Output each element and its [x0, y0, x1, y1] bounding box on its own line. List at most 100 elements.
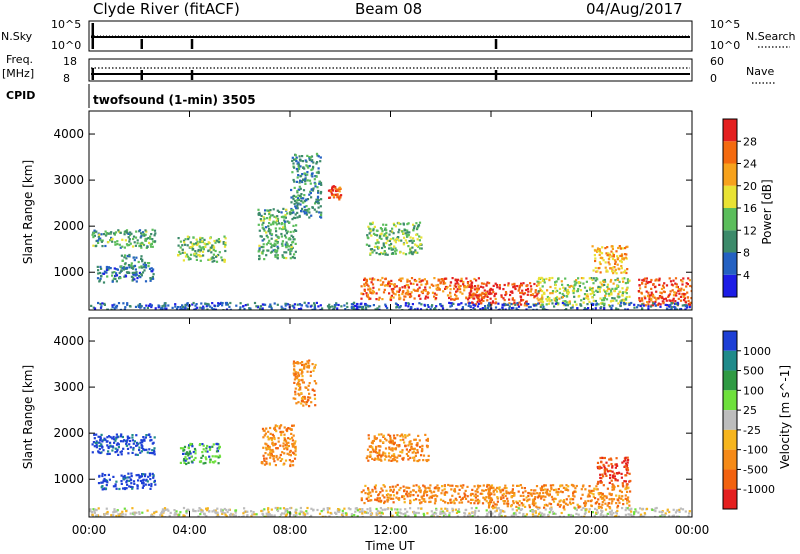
data-cell [270, 246, 273, 249]
data-cell [99, 451, 102, 455]
data-cell [270, 307, 273, 310]
data-cell [111, 237, 114, 240]
data-cell [114, 277, 117, 280]
data-cell [275, 251, 278, 254]
data-cell [545, 298, 548, 301]
data-cell [106, 444, 109, 447]
data-cell [339, 196, 342, 199]
data-cell [608, 305, 612, 308]
data-cell [417, 288, 420, 291]
data-cell [676, 302, 679, 305]
data-cell [483, 497, 486, 500]
data-cell [449, 288, 452, 291]
data-cell [547, 513, 550, 517]
data-cell [308, 208, 311, 211]
data-cell [338, 186, 342, 189]
data-cell [306, 198, 310, 201]
data-cell [93, 445, 96, 448]
data-cell [666, 508, 669, 511]
data-cell [549, 285, 552, 289]
data-cell [296, 204, 299, 208]
data-cell [399, 279, 403, 283]
data-cell [517, 303, 520, 306]
data-cell [311, 363, 314, 366]
data-cell [412, 223, 415, 226]
data-cell [371, 446, 374, 449]
data-cell [109, 239, 112, 242]
data-cell [136, 453, 139, 456]
data-cell [394, 241, 397, 244]
data-cell [333, 304, 336, 307]
data-cell [634, 508, 637, 511]
data-cell [567, 485, 570, 488]
data-cell [418, 459, 421, 462]
data-cell [603, 304, 606, 307]
data-cell [129, 242, 132, 245]
data-cell [111, 271, 114, 274]
data-cell [525, 284, 528, 287]
data-cell [647, 305, 650, 308]
data-cell [542, 488, 545, 492]
data-cell [305, 510, 308, 513]
data-cell [626, 502, 629, 505]
data-cell [449, 305, 452, 308]
data-cell [418, 221, 422, 224]
data-cell [599, 286, 602, 289]
data-cell [681, 283, 684, 286]
data-cell [308, 359, 311, 362]
data-cell [154, 232, 157, 235]
data-cell [499, 496, 502, 499]
data-cell [179, 461, 182, 464]
data-cell [472, 303, 475, 307]
data-cell [140, 450, 143, 453]
data-cell [482, 286, 485, 289]
data-cell [379, 458, 382, 461]
data-cell [291, 460, 294, 463]
data-cell [95, 443, 98, 447]
data-cell [494, 510, 497, 513]
data-cell [617, 515, 620, 517]
data-cell [682, 299, 686, 302]
data-cell [309, 396, 312, 399]
data-cell [124, 230, 127, 233]
data-cell [394, 485, 397, 488]
data-cell [616, 285, 619, 288]
data-cell [389, 456, 392, 459]
data-cell [272, 450, 275, 453]
data-cell [183, 515, 186, 517]
data-cell [473, 513, 476, 516]
data-cell [566, 295, 569, 298]
data-cell [583, 502, 586, 505]
data-cell [283, 426, 286, 429]
data-cell [289, 257, 292, 260]
data-cell [289, 250, 292, 253]
data-cell [409, 282, 412, 285]
data-cell [537, 507, 540, 511]
data-cell [151, 449, 154, 452]
data-cell [128, 243, 131, 247]
data-cell [390, 279, 393, 282]
data-cell [131, 434, 134, 437]
data-cell [534, 289, 537, 292]
data-cell [286, 446, 289, 449]
data-cell [596, 461, 600, 464]
data-cell [662, 286, 665, 289]
data-cell [209, 246, 212, 249]
data-cell [482, 296, 485, 299]
data-cell [336, 510, 339, 513]
data-cell [404, 229, 407, 232]
data-cell [541, 300, 545, 304]
data-cell [586, 293, 589, 296]
data-cell [123, 246, 126, 249]
data-cell [510, 514, 513, 517]
data-cell [426, 304, 429, 307]
data-cell [443, 488, 446, 491]
data-cell [592, 303, 595, 306]
data-cell [152, 474, 155, 477]
data-cell [191, 242, 194, 245]
data-cell [401, 495, 404, 499]
data-cell [150, 242, 153, 245]
data-cell [102, 233, 105, 236]
data-cell [405, 283, 408, 286]
data-cell [454, 293, 457, 296]
